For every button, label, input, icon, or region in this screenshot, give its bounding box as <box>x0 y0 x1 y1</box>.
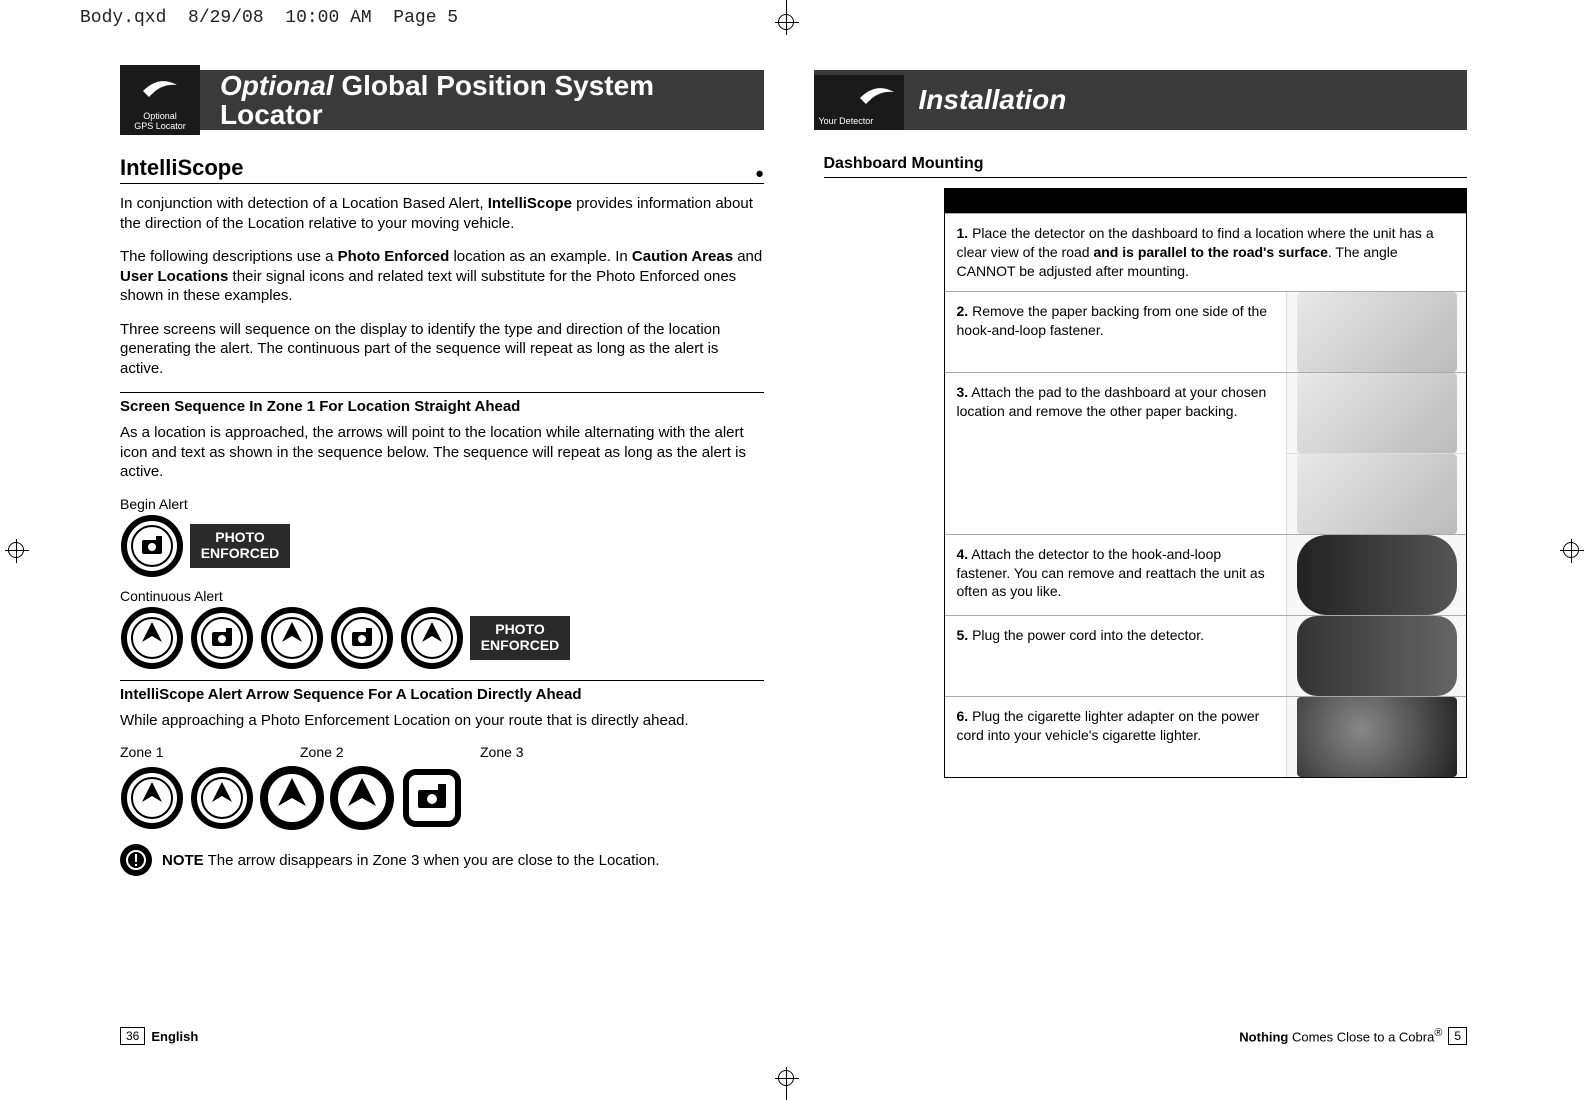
note-label: NOTE <box>162 852 204 869</box>
right-header-band: Your Detector Installation <box>814 70 1468 130</box>
zone-3-label: Zone 3 <box>480 744 640 760</box>
mount-step-5: 5. Plug the power cord into the detector… <box>945 615 1467 696</box>
intro-para-1: In conjunction with detection of a Locat… <box>120 194 764 233</box>
photo-enforced-badge: PHOTO ENFORCED <box>470 616 570 660</box>
badge-text: Your Detector <box>819 117 874 127</box>
compass-arrow-icon <box>400 606 464 670</box>
cobra-swoosh-icon <box>858 80 896 110</box>
left-footer: 36 English <box>120 1027 198 1045</box>
meta-time: 10:00 AM <box>285 8 371 28</box>
meta-date: 8/29/08 <box>188 8 264 28</box>
subpara-1: As a location is approached, the arrows … <box>120 423 764 482</box>
note-row: NOTE The arrow disappears in Zone 3 when… <box>120 844 764 876</box>
meta-filename: Body.qxd <box>80 8 166 28</box>
compass-arrow-icon <box>120 766 184 830</box>
step-3-illustration-b <box>1286 453 1466 534</box>
subhead-2-rule: IntelliScope Alert Arrow Sequence For A … <box>120 680 764 703</box>
badge-line2: GPS Locator <box>134 121 186 131</box>
compass-arrow-icon <box>190 766 254 830</box>
intro-para-2: The following descriptions use a Photo E… <box>120 247 764 306</box>
compass-camera-icon <box>190 606 254 670</box>
dashboard-mounting-heading: Dashboard Mounting <box>824 155 1468 178</box>
compass-arrow-bold-icon <box>330 766 394 830</box>
left-page: OptionalGPS Locator Optional Global Posi… <box>100 50 794 1050</box>
mount-step-3: 3. Attach the pad to the dashboard at yo… <box>945 372 1467 534</box>
step-3-illustration-a <box>1286 373 1466 453</box>
continuous-alert-label: Continuous Alert <box>120 588 764 604</box>
compass-camera-square-icon <box>400 766 464 830</box>
compass-camera-icon <box>120 514 184 578</box>
mount-step-2: 2. Remove the paper backing from one sid… <box>945 291 1467 372</box>
right-page-title: Installation <box>919 84 1067 116</box>
intelliscope-heading: IntelliScope <box>120 155 764 184</box>
mounting-steps-table: 1. Place the detector on the dashboard t… <box>944 188 1468 778</box>
step-5-illustration <box>1286 616 1466 696</box>
zone-2-label: Zone 2 <box>300 744 460 760</box>
left-header-band: OptionalGPS Locator Optional Global Posi… <box>120 70 764 130</box>
intro-para-3: Three screens will sequence on the displ… <box>120 320 764 379</box>
compass-camera-icon <box>330 606 394 670</box>
your-detector-badge: Your Detector <box>814 75 904 130</box>
left-footer-lang: English <box>151 1029 198 1044</box>
continuous-alert-row: PHOTO ENFORCED <box>120 606 764 670</box>
mount-step-4: 4. Attach the detector to the hook-and-l… <box>945 534 1467 615</box>
mount-table-header <box>945 189 1467 213</box>
mount-step-1: 1. Place the detector on the dashboard t… <box>945 213 1467 291</box>
step-2-illustration <box>1286 292 1466 372</box>
zone-icons-row <box>120 766 764 830</box>
compass-arrow-icon <box>260 606 324 670</box>
meta-page: Page 5 <box>393 8 458 28</box>
file-meta: Body.qxd 8/29/08 10:00 AM Page 5 <box>80 8 458 28</box>
begin-alert-label: Begin Alert <box>120 496 764 512</box>
subhead-1: Screen Sequence In Zone 1 For Location S… <box>120 398 764 415</box>
cobra-swoosh-icon <box>141 73 179 103</box>
right-footer: Nothing Comes Close to a Cobra® 5 <box>1239 1027 1467 1045</box>
right-page-number: 5 <box>1448 1027 1467 1045</box>
mount-step-6: 6. Plug the cigarette lighter adapter on… <box>945 696 1467 777</box>
gps-locator-badge: OptionalGPS Locator <box>120 65 200 135</box>
badge-line1: Optional <box>143 111 177 121</box>
begin-alert-row: PHOTO ENFORCED <box>120 514 764 578</box>
right-page: Your Detector Installation Dashboard Mou… <box>794 50 1488 1050</box>
left-page-number: 36 <box>120 1027 145 1045</box>
note-text: The arrow disappears in Zone 3 when you … <box>204 852 660 869</box>
subpara-2: While approaching a Photo Enforcement Lo… <box>120 711 764 731</box>
left-page-title: Optional Global Position System Locator <box>220 71 764 130</box>
subhead-1-rule: Screen Sequence In Zone 1 For Location S… <box>120 392 764 415</box>
page-spread: Body.qxd 8/29/08 10:00 AM Page 5 Optiona… <box>0 0 1587 1100</box>
photo-enforced-badge: PHOTO ENFORCED <box>190 524 290 568</box>
step-4-illustration <box>1286 535 1466 615</box>
note-icon <box>120 844 152 876</box>
compass-arrow-icon <box>120 606 184 670</box>
zone-1-label: Zone 1 <box>120 744 280 760</box>
compass-arrow-bold-icon <box>260 766 324 830</box>
step-6-illustration <box>1286 697 1466 777</box>
zone-labels: Zone 1 Zone 2 Zone 3 <box>120 744 764 760</box>
subhead-2: IntelliScope Alert Arrow Sequence For A … <box>120 686 764 703</box>
